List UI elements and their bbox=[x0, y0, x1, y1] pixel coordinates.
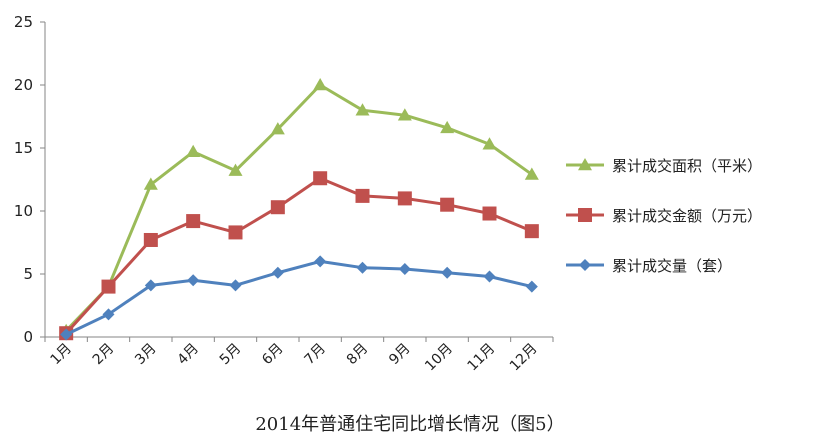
data-point bbox=[186, 144, 201, 158]
series-line bbox=[65, 176, 533, 335]
y-tick-label: 5 bbox=[23, 265, 33, 283]
chart-axes bbox=[44, 22, 553, 338]
data-point bbox=[440, 197, 455, 212]
x-axis-ticks: 1月 2月 3月 4月 5月 6月 7月 8月 9月 10月 11月 12月 bbox=[44, 337, 554, 375]
series-line bbox=[65, 83, 533, 332]
data-point bbox=[143, 232, 158, 247]
data-point bbox=[483, 270, 496, 283]
data-point bbox=[482, 206, 497, 221]
y-tick-label: 15 bbox=[14, 139, 33, 157]
x-tick-label: 5月 bbox=[217, 341, 245, 369]
data-point bbox=[355, 103, 370, 116]
data-point bbox=[143, 177, 158, 190]
series-group bbox=[59, 78, 539, 341]
chart-title: 2014年普通住宅同比增长情况（图5） bbox=[255, 414, 564, 435]
x-tick-label: 11月 bbox=[465, 341, 499, 375]
y-tick-label: 0 bbox=[23, 328, 33, 346]
legend-item: 累计成交量（套） bbox=[566, 257, 732, 275]
data-point bbox=[313, 171, 328, 186]
data-point bbox=[397, 191, 412, 206]
data-point bbox=[314, 255, 327, 268]
data-point bbox=[441, 266, 454, 279]
data-point bbox=[398, 262, 411, 275]
data-point bbox=[482, 137, 497, 150]
legend-label: 累计成交金额（万元） bbox=[612, 207, 762, 225]
x-tick-label: 1月 bbox=[47, 341, 75, 369]
data-point bbox=[270, 200, 285, 215]
legend-label: 累计成交面积（平米） bbox=[612, 157, 762, 175]
legend-item: 累计成交金额（万元） bbox=[566, 207, 762, 225]
data-point bbox=[271, 266, 284, 279]
y-axis-ticks: 0 5 10 15 20 25 bbox=[14, 13, 45, 346]
x-tick-label: 6月 bbox=[259, 341, 287, 369]
data-point bbox=[186, 214, 201, 229]
data-point bbox=[60, 328, 73, 341]
data-point bbox=[313, 78, 328, 91]
data-point bbox=[356, 261, 369, 274]
data-point bbox=[102, 308, 115, 321]
data-point bbox=[578, 208, 592, 222]
y-tick-label: 20 bbox=[14, 76, 33, 94]
series-square bbox=[59, 171, 539, 341]
x-tick-label: 4月 bbox=[174, 341, 202, 369]
series-diamond bbox=[60, 255, 538, 341]
legend-item: 累计成交面积（平米） bbox=[566, 157, 762, 175]
data-point bbox=[578, 158, 592, 171]
data-point bbox=[524, 224, 539, 239]
data-point bbox=[355, 188, 370, 203]
data-point bbox=[579, 259, 591, 271]
x-tick-label: 7月 bbox=[301, 341, 329, 369]
x-tick-label: 3月 bbox=[132, 341, 160, 369]
x-tick-label: 10月 bbox=[422, 341, 456, 375]
y-tick-label: 25 bbox=[14, 13, 33, 31]
x-tick-label: 9月 bbox=[386, 341, 414, 369]
data-point bbox=[270, 122, 285, 135]
data-point bbox=[397, 108, 412, 121]
data-point bbox=[524, 167, 539, 180]
legend: 累计成交面积（平米） 累计成交金额（万元） 累计成交量（套） bbox=[566, 157, 762, 275]
data-point bbox=[525, 280, 538, 293]
data-point bbox=[229, 279, 242, 292]
x-tick-label: 12月 bbox=[507, 341, 541, 375]
y-tick-label: 10 bbox=[14, 202, 33, 220]
data-point bbox=[440, 120, 455, 134]
data-point bbox=[228, 163, 243, 176]
data-point bbox=[187, 274, 200, 287]
data-point bbox=[144, 279, 157, 292]
x-tick-label: 2月 bbox=[90, 341, 118, 369]
legend-label: 累计成交量（套） bbox=[612, 257, 732, 275]
series-line bbox=[65, 259, 533, 336]
data-point bbox=[228, 225, 243, 240]
data-point bbox=[101, 279, 116, 294]
x-tick-label: 8月 bbox=[344, 341, 372, 369]
